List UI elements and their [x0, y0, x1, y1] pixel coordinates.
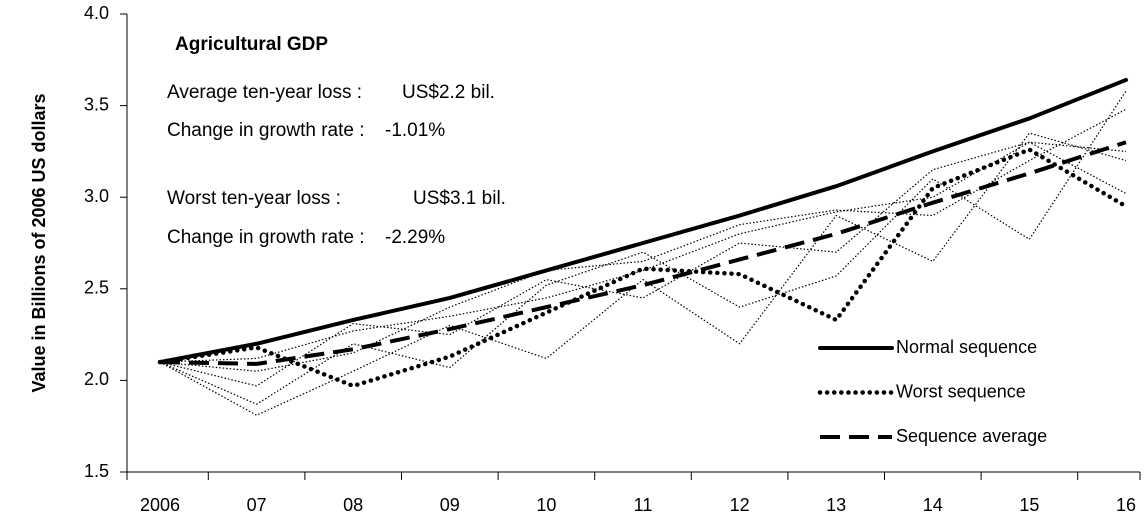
- x-tick-label: 14: [923, 495, 943, 515]
- x-tick-label: 08: [343, 495, 363, 515]
- annotation: Change in growth rate :: [167, 120, 365, 141]
- x-tick-label: 09: [440, 495, 460, 515]
- x-tick-label: 13: [826, 495, 846, 515]
- legend-label: Sequence average: [896, 426, 1047, 446]
- y-tick-label: 2.0: [84, 369, 109, 389]
- series-line: [159, 140, 1127, 366]
- annotation: Agricultural GDP: [175, 34, 328, 55]
- series-line: [159, 108, 1127, 372]
- legend-label: Worst sequence: [896, 381, 1026, 401]
- y-tick-label: 4.0: [84, 3, 109, 23]
- series-line: [159, 141, 1127, 363]
- series-line: [159, 132, 1127, 416]
- annotation: US$2.2 bil.: [402, 82, 495, 103]
- annotation: -2.29%: [385, 227, 445, 248]
- series-line: [159, 90, 1127, 405]
- x-tick-label: 12: [730, 495, 750, 515]
- annotation: US$3.1 bil.: [413, 188, 506, 209]
- legend-label: Normal sequence: [896, 337, 1037, 357]
- series-line: [158, 77, 1128, 365]
- y-tick-label: 3.0: [84, 186, 109, 206]
- y-tick-label: 3.5: [84, 94, 109, 114]
- y-tick-label: 2.5: [84, 278, 109, 298]
- annotation: Change in growth rate :: [167, 227, 365, 248]
- annotation: Worst ten-year loss :: [167, 188, 341, 209]
- x-tick-label: 11: [634, 495, 653, 515]
- x-tick-label: 2006: [140, 495, 180, 515]
- annotation: -1.01%: [385, 120, 445, 141]
- x-tick-label: 10: [536, 495, 556, 515]
- x-tick-label: 07: [247, 495, 267, 515]
- x-tick-label: 15: [1019, 495, 1039, 515]
- y-tick-label: 1.5: [84, 461, 109, 481]
- series-line: [157, 147, 1129, 389]
- annotation: Average ten-year loss :: [167, 82, 362, 103]
- y-axis-label: Value in Billions of 2006 US dollars: [29, 93, 49, 392]
- x-tick-label: 16: [1116, 495, 1136, 515]
- series-line: [159, 141, 1127, 387]
